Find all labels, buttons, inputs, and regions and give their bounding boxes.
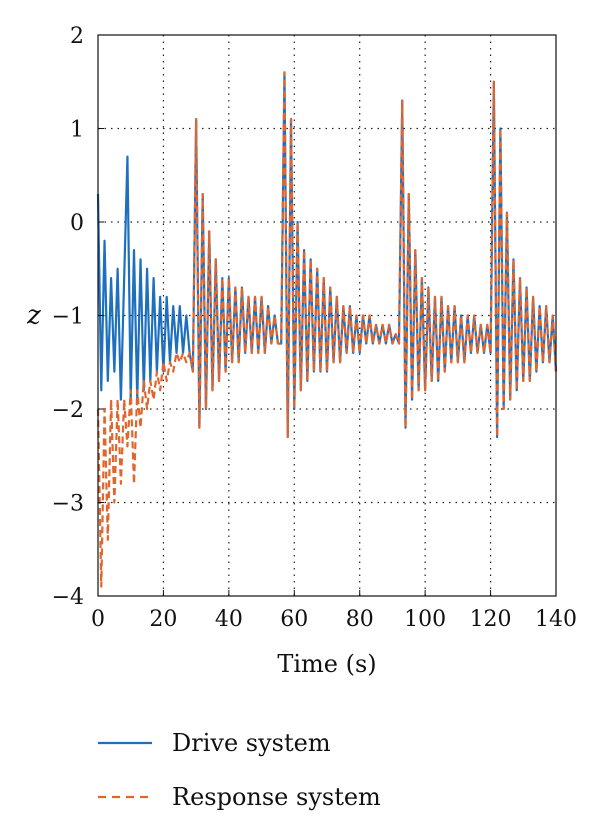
x-tick-label: 100 xyxy=(404,607,446,632)
x-tick-label: 20 xyxy=(149,607,177,632)
series-line-drive xyxy=(96,71,558,439)
legend-label-drive: Drive system xyxy=(172,729,331,757)
series-line-response xyxy=(96,71,558,588)
y-tick-label: 2 xyxy=(70,24,84,49)
legend-label-response: Response system xyxy=(172,783,381,811)
series-layer xyxy=(96,71,558,588)
x-tick-label: 140 xyxy=(535,607,577,632)
x-tick-label: 0 xyxy=(91,607,105,632)
x-axis-label: Time (s) xyxy=(277,650,376,678)
y-tick-label: −2 xyxy=(52,398,84,423)
x-tick-label: 120 xyxy=(470,607,512,632)
y-tick-label: −1 xyxy=(52,305,84,330)
x-axis-ticks: 0 20 40 60 80 100 120 140 xyxy=(91,590,577,632)
y-tick-label: −4 xyxy=(52,585,84,610)
y-tick-label: 0 xyxy=(70,211,84,236)
legend: Drive system Response system xyxy=(98,729,381,811)
y-tick-label: −3 xyxy=(52,492,84,517)
y-axis-label: z xyxy=(26,301,41,331)
x-tick-label: 40 xyxy=(215,607,243,632)
x-tick-label: 60 xyxy=(280,607,308,632)
x-tick-label: 80 xyxy=(346,607,374,632)
y-tick-label: 1 xyxy=(70,118,84,143)
y-axis-ticks: −4 −3 −2 −1 0 1 2 xyxy=(52,24,104,610)
